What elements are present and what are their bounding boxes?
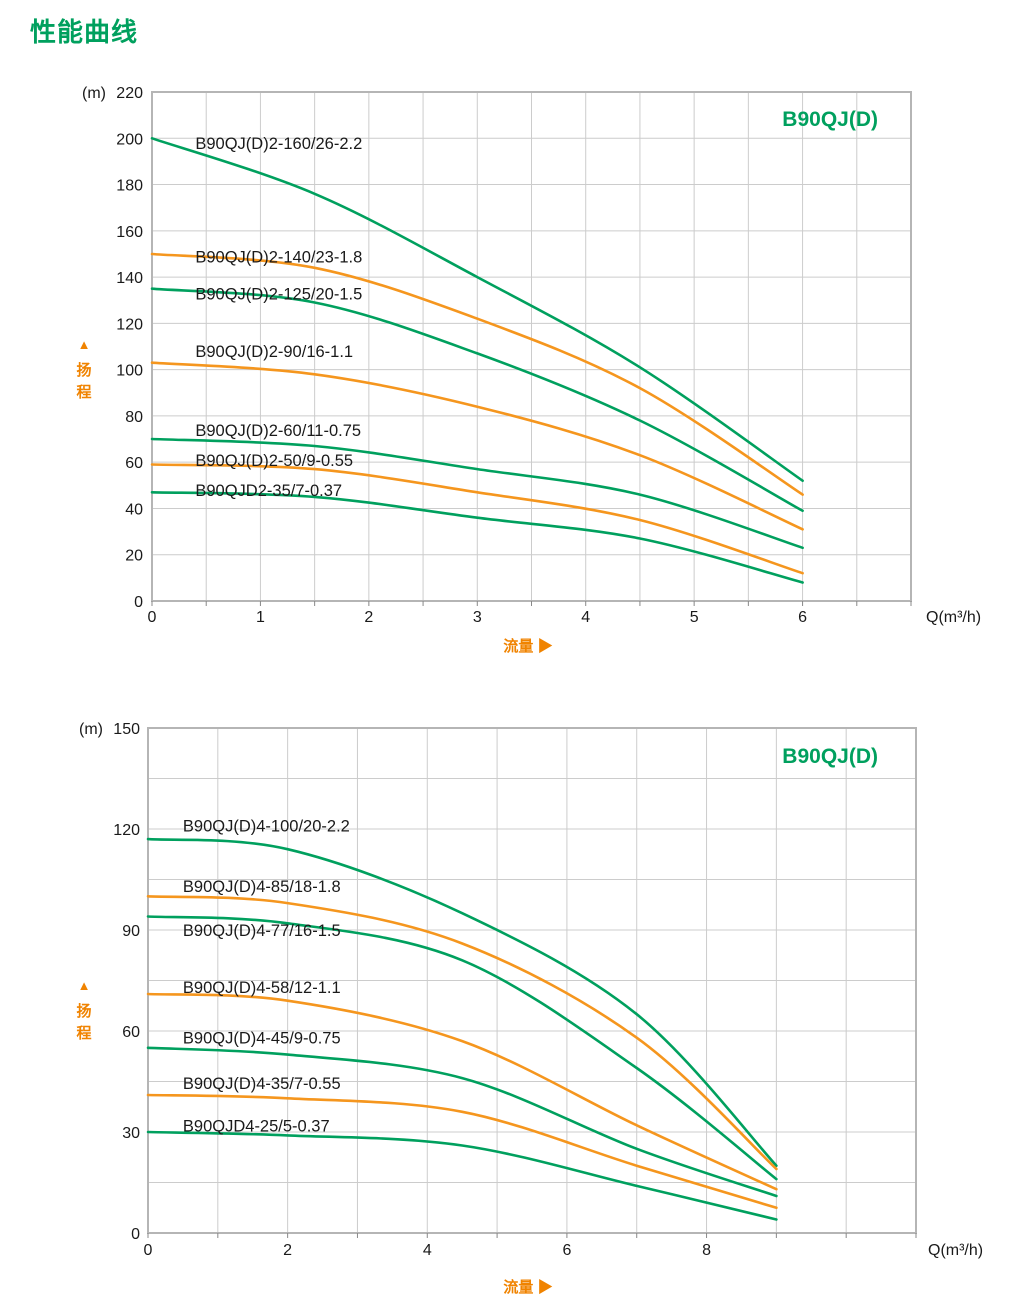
head-axis-caption: 程 xyxy=(76,1025,91,1042)
chart-title: B90QJ(D) xyxy=(782,745,878,768)
y-tick-label: 120 xyxy=(113,822,140,839)
y-tick-label: 60 xyxy=(122,1024,140,1041)
y-tick-label: 20 xyxy=(125,548,143,565)
curve-label: B90QJD4-25/5-0.37 xyxy=(183,1117,330,1135)
x-tick-label: 2 xyxy=(283,1242,292,1259)
curve-B90QJ(D)2-140/23-1.8 xyxy=(150,252,804,496)
head-axis-caption: 程 xyxy=(76,384,91,401)
curve-B90QJ(D)2-60/11-0.75 xyxy=(150,437,804,550)
curve-label: B90QJ(D)2-125/20-1.5 xyxy=(195,285,362,303)
y-tick-label: 160 xyxy=(116,224,143,241)
y-tick-label: 220 xyxy=(116,85,143,102)
y-tick-label: 100 xyxy=(116,363,143,380)
curve-B90QJ(D)4-77/16-1.5 xyxy=(146,915,778,1181)
curve-B90QJ(D)2-50/9-0.55 xyxy=(150,463,804,575)
curve-label: B90QJ(D)4-100/20-2.2 xyxy=(183,818,350,836)
head-axis-arrow-icon: ▲ xyxy=(78,978,91,993)
y-tick-label: 200 xyxy=(116,131,143,148)
chart-title: B90QJ(D) xyxy=(782,108,878,131)
curve-B90QJD2-35/7-0.37 xyxy=(150,491,804,584)
curve-B90QJ(D)4-45/9-0.75 xyxy=(146,1046,778,1198)
y-tick-label: 150 xyxy=(113,721,140,738)
x-tick-label: 3 xyxy=(473,609,482,626)
y-tick-label: 60 xyxy=(125,455,143,472)
flow-axis-caption: 流量 ▶ xyxy=(503,1278,552,1296)
curve-label: B90QJ(D)4-45/9-0.75 xyxy=(183,1030,341,1048)
y-axis-unit: (m) xyxy=(79,721,103,738)
x-axis-unit: Q(m³/h) xyxy=(928,1242,983,1259)
x-tick-label: 0 xyxy=(148,609,157,626)
y-axis-unit: (m) xyxy=(82,85,106,102)
curve-B90QJ(D)4-58/12-1.1 xyxy=(146,992,778,1191)
y-tick-label: 90 xyxy=(122,923,140,940)
y-tick-label: 30 xyxy=(122,1125,140,1142)
x-tick-label: 8 xyxy=(702,1242,711,1259)
x-tick-label: 6 xyxy=(798,609,807,626)
curve-label: B90QJ(D)2-90/16-1.1 xyxy=(195,343,353,361)
y-tick-label: 0 xyxy=(134,594,143,611)
x-tick-label: 0 xyxy=(144,1242,153,1259)
curve-label: B90QJ(D)2-160/26-2.2 xyxy=(195,135,362,153)
curve-B90QJ(D)4-85/18-1.8 xyxy=(146,895,778,1171)
y-tick-label: 40 xyxy=(125,501,143,518)
x-tick-label: 1 xyxy=(256,609,265,626)
y-tick-label: 180 xyxy=(116,178,143,195)
curve-label: B90QJ(D)2-60/11-0.75 xyxy=(195,422,361,440)
x-axis-unit: Q(m³/h) xyxy=(926,609,981,626)
x-tick-label: 4 xyxy=(581,609,590,626)
x-tick-label: 2 xyxy=(364,609,373,626)
curve-label: B90QJ(D)4-58/12-1.1 xyxy=(183,979,341,997)
curve-B90QJ(D)2-90/16-1.1 xyxy=(150,361,804,531)
curve-B90QJ(D)2-125/20-1.5 xyxy=(150,287,804,513)
y-tick-label: 120 xyxy=(116,316,143,333)
curve-label: B90QJ(D)4-77/16-1.5 xyxy=(183,922,341,940)
curve-label: B90QJ(D)4-85/18-1.8 xyxy=(183,878,341,896)
curve-B90QJ(D)4-100/20-2.2 xyxy=(146,837,778,1167)
curve-label: B90QJ(D)2-140/23-1.8 xyxy=(195,248,362,266)
curve-label: B90QJD2-35/7-0.37 xyxy=(195,482,342,500)
head-axis-caption: 扬 xyxy=(76,1002,91,1020)
x-tick-label: 5 xyxy=(690,609,699,626)
curve-label: B90QJ(D)4-35/7-0.55 xyxy=(183,1075,341,1093)
curve-B90QJD4-25/5-0.37 xyxy=(146,1130,778,1221)
plot-border xyxy=(147,727,917,1234)
curve-B90QJ(D)4-35/7-0.55 xyxy=(146,1093,778,1210)
head-axis-arrow-icon: ▲ xyxy=(78,337,91,352)
y-tick-label: 140 xyxy=(116,270,143,287)
y-tick-label: 0 xyxy=(131,1226,140,1243)
x-tick-label: 6 xyxy=(562,1242,571,1259)
x-tick-label: 4 xyxy=(423,1242,432,1259)
curve-label: B90QJ(D)2-50/9-0.55 xyxy=(195,452,353,470)
y-tick-label: 80 xyxy=(125,409,143,426)
curve-B90QJ(D)2-160/26-2.2 xyxy=(150,137,804,482)
flow-axis-caption: 流量 ▶ xyxy=(503,637,552,655)
page-title: 性能曲线 xyxy=(30,17,139,47)
head-axis-caption: 扬 xyxy=(76,361,91,379)
